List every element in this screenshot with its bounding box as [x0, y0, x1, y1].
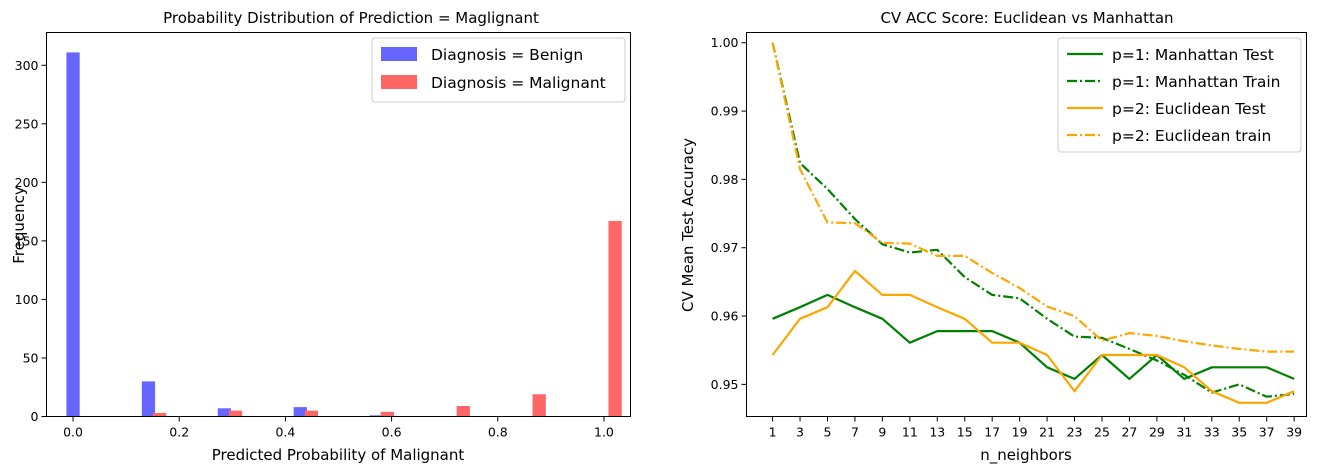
y-tick-label: 0.98 — [711, 172, 739, 187]
bar-series0-2 — [217, 408, 231, 417]
histogram-y-ticks: 0 50 100 150 200 250 300 — [15, 58, 47, 424]
x-tick-label: 11 — [902, 425, 918, 440]
line-chart-x-label: n_neighbors — [980, 446, 1072, 465]
y-tick-label: 1.00 — [711, 35, 739, 50]
y-tick-label: 0 — [31, 409, 39, 424]
y-tick-label: 100 — [15, 292, 39, 307]
x-tick-label: 21 — [1039, 425, 1055, 440]
y-tick-label: 0.99 — [711, 104, 739, 119]
line-chart-title: CV ACC Score: Euclidean vs Manhattan — [880, 9, 1173, 27]
x-tick-label: 0.8 — [488, 425, 508, 440]
x-tick-label: 35 — [1231, 425, 1247, 440]
x-tick-label: 15 — [957, 425, 973, 440]
legend-label-manhattan-train: p=1: Manhattan Train — [1112, 73, 1280, 91]
x-tick-label: 0.2 — [169, 425, 189, 440]
line-chart-x-ticks: 1 3 5 7 9 11 13 15 17 19 21 23 25 27 29 31 33 35 37 39 — [769, 416, 1302, 440]
y-tick-label: 250 — [15, 116, 39, 131]
histogram-legend: Diagnosis = Benign Diagnosis = Malignant — [371, 37, 626, 103]
line-chart-legend-box — [1057, 37, 1302, 153]
line-chart-y-label: CV Mean Test Accuracy — [679, 138, 697, 312]
histogram-chart: Probability Distribution of Prediction =… — [10, 9, 631, 464]
bar-series0-4 — [369, 415, 383, 417]
histogram-title: Probability Distribution of Prediction =… — [163, 9, 539, 27]
x-tick-label: 23 — [1067, 425, 1083, 440]
x-tick-label: 1.0 — [594, 425, 614, 440]
legend-label-benign: Diagnosis = Benign — [431, 46, 583, 64]
bar-series0-3 — [293, 407, 307, 417]
line-chart-y-ticks: 0.95 0.96 0.97 0.98 0.99 1.00 — [711, 35, 747, 392]
x-tick-label: 5 — [824, 425, 832, 440]
bar-series1-3 — [304, 410, 319, 417]
legend-label-manhattan-test: p=1: Manhattan Test — [1112, 46, 1274, 64]
y-tick-label: 0.96 — [711, 309, 739, 324]
x-tick-label: 9 — [878, 425, 886, 440]
histogram-legend-box — [371, 37, 626, 103]
x-tick-label: 0.0 — [63, 425, 83, 440]
bar-series1-4 — [380, 411, 394, 417]
line-series-2 — [771, 269, 1295, 404]
histogram-x-label: Predicted Probability of Malignant — [212, 446, 465, 464]
legend-swatch-malignant — [381, 75, 417, 89]
line-chart-legend: p=1: Manhattan Test p=1: Manhattan Train… — [1057, 37, 1302, 153]
x-tick-label: 0.6 — [382, 425, 402, 440]
x-tick-label: 29 — [1149, 425, 1165, 440]
line-series-3 — [771, 42, 1295, 353]
legend-label-euclidean-test: p=2: Euclidean Test — [1112, 100, 1266, 118]
y-tick-label: 50 — [23, 350, 39, 365]
x-tick-label: 7 — [851, 425, 859, 440]
x-tick-label: 13 — [929, 425, 945, 440]
histogram-x-ticks: 0.0 0.2 0.4 0.6 0.8 1.0 — [63, 416, 614, 440]
histogram-axes-frame — [46, 32, 631, 417]
legend-swatch-benign — [381, 47, 417, 61]
y-tick-label: 200 — [15, 175, 39, 190]
y-tick-label: 150 — [15, 233, 39, 248]
histogram-bars — [66, 52, 622, 417]
legend-label-malignant: Diagnosis = Malignant — [431, 74, 606, 92]
x-tick-label: 3 — [796, 425, 804, 440]
legend-label-euclidean-train: p=2: Euclidean train — [1112, 127, 1271, 145]
histogram-y-label: Frequency — [10, 186, 28, 264]
x-tick-label: 27 — [1121, 425, 1137, 440]
x-tick-label: 31 — [1176, 425, 1192, 440]
bar-series1-2 — [228, 410, 243, 417]
bar-series1-6 — [532, 394, 546, 417]
bar-series0-0 — [66, 52, 80, 417]
bar-series1-1 — [152, 412, 167, 417]
bar-series0-1 — [141, 381, 156, 417]
x-tick-label: 37 — [1259, 425, 1275, 440]
line-chart-axes-frame — [746, 32, 1307, 417]
x-tick-label: 33 — [1204, 425, 1220, 440]
x-tick-label: 17 — [984, 425, 1000, 440]
x-tick-label: 39 — [1286, 425, 1302, 440]
y-tick-label: 0.95 — [711, 377, 739, 392]
y-tick-label: 300 — [15, 58, 39, 73]
x-tick-label: 0.4 — [275, 425, 295, 440]
x-tick-label: 25 — [1094, 425, 1110, 440]
bar-series1-7 — [608, 220, 622, 417]
line-series-0 — [772, 293, 1295, 380]
x-tick-label: 19 — [1012, 425, 1028, 440]
x-tick-label: 1 — [769, 425, 777, 440]
line-chart-series — [771, 42, 1295, 404]
y-tick-label: 0.97 — [711, 240, 739, 255]
bar-series1-5 — [456, 405, 470, 417]
